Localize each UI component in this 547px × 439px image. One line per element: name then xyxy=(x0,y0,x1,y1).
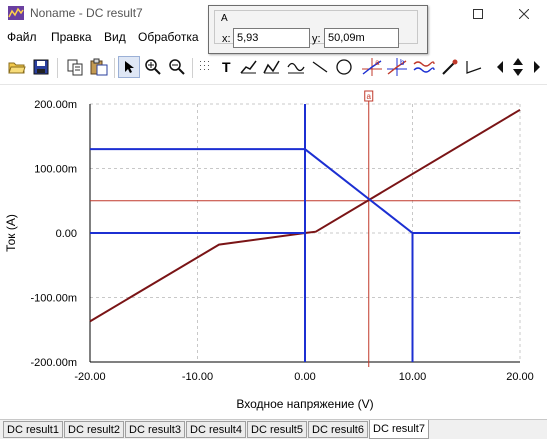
y-value-field[interactable] xyxy=(324,28,399,48)
toolbar-separator xyxy=(114,58,115,78)
copy-button[interactable] xyxy=(64,56,86,78)
x-tick-label: -10.00 xyxy=(182,371,213,383)
plot-area: Ток (A) Входное напряжение (V) -20.00 -10… xyxy=(0,85,547,420)
window-title: Noname - DC result7 xyxy=(30,6,143,20)
paste-icon xyxy=(90,58,108,76)
cursor-readout-label: A xyxy=(219,13,230,24)
y-label: y: xyxy=(312,33,321,45)
close-icon xyxy=(519,9,529,19)
x-value-field[interactable] xyxy=(233,28,310,48)
open-button[interactable] xyxy=(6,56,28,78)
x-tick-label: 10.00 xyxy=(399,371,427,383)
probe-button[interactable] xyxy=(439,56,461,78)
y-axis-label: Ток (A) xyxy=(4,214,18,252)
dc-result-chart[interactable]: Ток (A) Входное напряжение (V) -20.00 -10… xyxy=(0,85,547,420)
toolbar-separator xyxy=(57,58,58,78)
y-tick-label: 100.00m xyxy=(34,164,77,176)
zoom-100-button[interactable] xyxy=(166,56,188,78)
circle-button[interactable] xyxy=(333,56,355,78)
zoom-in-button[interactable] xyxy=(142,56,164,78)
menu-view[interactable]: Вид xyxy=(104,30,126,44)
svg-text:T: T xyxy=(222,59,231,75)
waveform-button[interactable] xyxy=(413,56,435,78)
result-tabs: DC result1 DC result2 DC result3 DC resu… xyxy=(0,419,547,439)
scroll-up-down-icon xyxy=(512,57,524,77)
wire-tool-button[interactable] xyxy=(238,56,260,78)
open-folder-icon xyxy=(8,59,26,75)
grid-icon xyxy=(198,59,214,75)
cursor-a-icon: a xyxy=(361,57,383,77)
cursor-b-icon: b xyxy=(386,57,408,77)
y-tick-label: -100.00m xyxy=(31,293,77,305)
x-tick-label: -20.00 xyxy=(74,371,105,383)
angle-button[interactable] xyxy=(463,56,485,78)
copy-icon xyxy=(66,58,84,76)
text-icon: T xyxy=(219,59,235,75)
cursor-a-button[interactable]: a xyxy=(361,56,383,78)
toolbar: T a b xyxy=(0,52,547,85)
pointer-button[interactable] xyxy=(118,56,140,78)
tab-dc-result6[interactable]: DC result6 xyxy=(308,421,368,438)
grid-button[interactable] xyxy=(195,56,217,78)
save-icon xyxy=(33,59,49,75)
toolbar-separator xyxy=(192,58,193,78)
angle-icon xyxy=(465,59,483,75)
waveform-icon xyxy=(413,58,435,76)
scroll-left-icon xyxy=(495,60,505,74)
close-button[interactable] xyxy=(501,0,547,27)
x-tick-label: 20.00 xyxy=(506,371,534,383)
tab-dc-result7[interactable]: DC result7 xyxy=(369,420,429,439)
probe-icon xyxy=(441,58,459,76)
x-tick-label: 0.00 xyxy=(294,371,315,383)
tab-dc-result4[interactable]: DC result4 xyxy=(186,421,246,438)
menu-file[interactable]: Файл xyxy=(7,30,37,44)
formula-button[interactable] xyxy=(285,56,307,78)
pointer-icon xyxy=(123,60,135,74)
cursor-readout-popup: A x: y: xyxy=(208,5,428,54)
line-button[interactable] xyxy=(309,56,331,78)
y-tick-label: -200.00m xyxy=(31,357,77,369)
menu-process[interactable]: Обработка xyxy=(138,30,199,44)
maximize-button[interactable] xyxy=(455,0,501,27)
app-icon xyxy=(8,6,24,20)
cursor-label: a xyxy=(367,92,372,101)
maximize-icon xyxy=(473,9,483,19)
line-icon xyxy=(311,59,329,75)
menu-edit[interactable]: Правка xyxy=(51,30,92,44)
circle-icon xyxy=(335,58,353,76)
svg-text:b: b xyxy=(400,58,405,67)
x-axis-label: Входное напряжение (V) xyxy=(236,397,373,411)
tab-dc-result1[interactable]: DC result1 xyxy=(3,421,63,438)
tab-dc-result3[interactable]: DC result3 xyxy=(125,421,185,438)
cursor-b-button[interactable]: b xyxy=(386,56,408,78)
wire-tool-icon xyxy=(240,59,258,75)
zoom-in-icon xyxy=(144,58,162,76)
text-button[interactable]: T xyxy=(216,56,238,78)
y-tick-label: 0.00 xyxy=(56,228,77,240)
paste-button[interactable] xyxy=(88,56,110,78)
scroll-right-button[interactable] xyxy=(526,56,547,78)
wire-tool-2-icon xyxy=(263,59,281,75)
formula-icon xyxy=(287,59,305,75)
tab-dc-result2[interactable]: DC result2 xyxy=(64,421,124,438)
save-button[interactable] xyxy=(30,56,52,78)
scroll-right-icon xyxy=(532,60,542,74)
x-label: x: xyxy=(222,33,231,45)
wire-tool-2-button[interactable] xyxy=(261,56,283,78)
svg-text:a: a xyxy=(375,58,380,67)
tab-dc-result5[interactable]: DC result5 xyxy=(247,421,307,438)
zoom-100-icon xyxy=(168,58,186,76)
y-tick-label: 200.00m xyxy=(34,99,77,111)
